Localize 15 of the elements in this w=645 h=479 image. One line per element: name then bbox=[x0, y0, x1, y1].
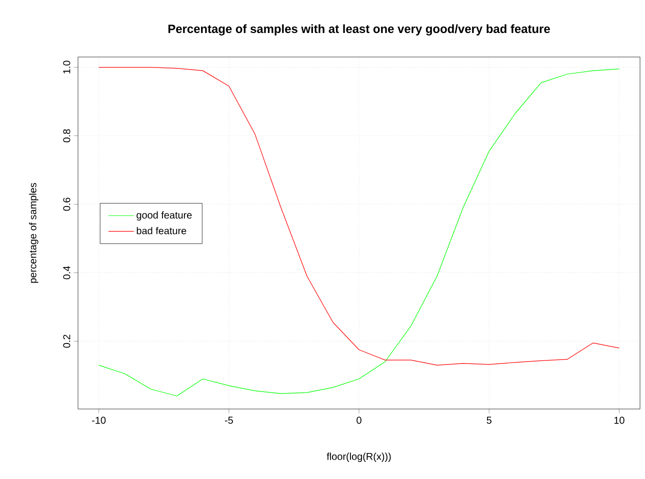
y-tick-label: 1.0 bbox=[63, 60, 70, 74]
x-tick-label: -5 bbox=[224, 416, 233, 424]
x-tick-label: 5 bbox=[486, 416, 492, 424]
y-tick-label: 0.8 bbox=[63, 129, 70, 142]
x-tick-label: -10 bbox=[92, 416, 106, 424]
x-tick-label: 10 bbox=[614, 416, 624, 424]
y-tick-label: 0.4 bbox=[63, 266, 70, 280]
legend-label: bad feature bbox=[136, 226, 186, 234]
x-tick-label: 0 bbox=[356, 416, 362, 424]
chart-title: Percentage of samples with at least one very good/very bad feature bbox=[168, 24, 550, 36]
x-axis-title: floor(log(R(x))) bbox=[326, 452, 391, 462]
legend-label: good feature bbox=[136, 211, 192, 221]
y-tick-label: 0.2 bbox=[63, 334, 70, 348]
y-tick-label: 0.6 bbox=[63, 198, 70, 211]
y-axis-title: percentage of samples bbox=[29, 182, 38, 283]
